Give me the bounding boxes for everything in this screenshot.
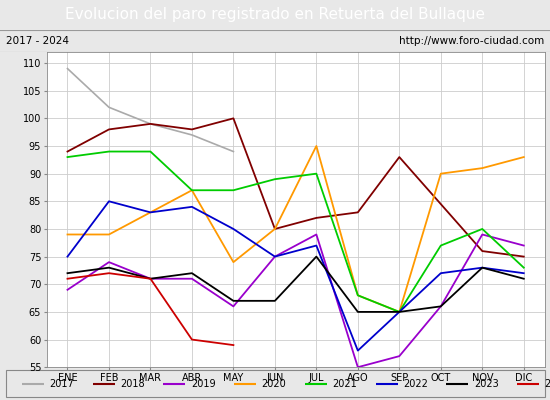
- Text: 2019: 2019: [191, 378, 216, 389]
- Text: 2017 - 2024: 2017 - 2024: [6, 36, 69, 46]
- Text: 2024: 2024: [544, 378, 550, 389]
- Text: Evolucion del paro registrado en Retuerta del Bullaque: Evolucion del paro registrado en Retuert…: [65, 8, 485, 22]
- Text: 2023: 2023: [474, 378, 498, 389]
- Text: 2021: 2021: [332, 378, 357, 389]
- Text: 2020: 2020: [262, 378, 287, 389]
- Bar: [6, 370, 544, 397]
- Text: 2018: 2018: [120, 378, 145, 389]
- Text: 2022: 2022: [403, 378, 428, 389]
- Text: 2017: 2017: [50, 378, 74, 389]
- Text: http://www.foro-ciudad.com: http://www.foro-ciudad.com: [399, 36, 544, 46]
